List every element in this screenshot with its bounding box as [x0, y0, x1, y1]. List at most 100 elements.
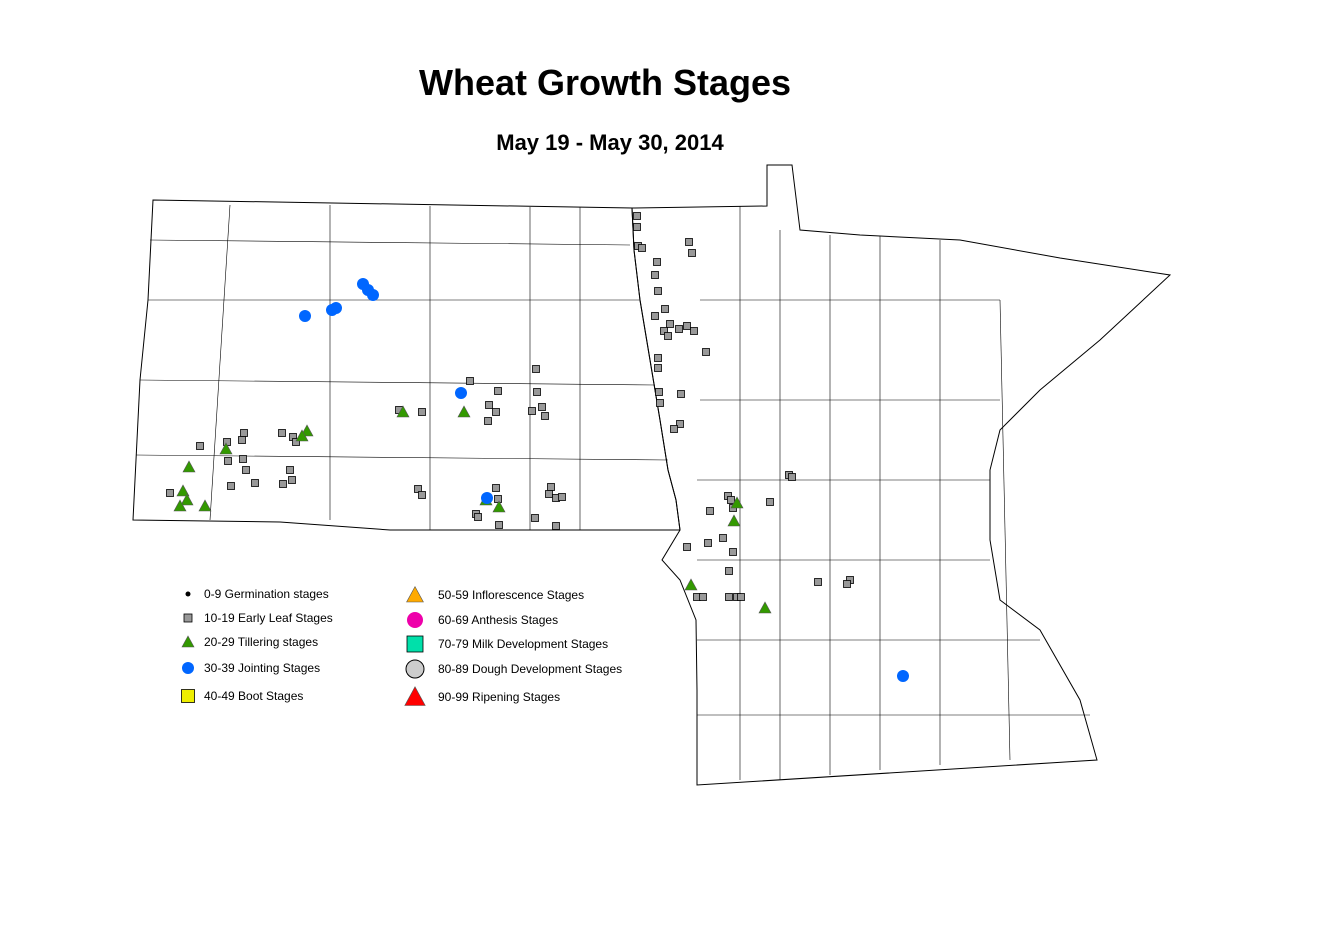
early-leaf-marker: [492, 408, 500, 416]
tillering-marker: [396, 405, 410, 418]
early-leaf-marker: [545, 490, 553, 498]
early-leaf-marker: [418, 408, 426, 416]
early-leaf-marker: [685, 238, 693, 246]
legend-label: 60-69 Anthesis Stages: [438, 613, 558, 627]
early-leaf-marker: [655, 388, 663, 396]
early-leaf-marker: [660, 327, 668, 335]
early-leaf-marker: [676, 420, 684, 428]
early-leaf-marker: [238, 436, 246, 444]
early-leaf-marker: [286, 466, 294, 474]
early-leaf-marker: [702, 348, 710, 356]
early-leaf-marker: [656, 399, 664, 407]
early-leaf-marker: [633, 212, 641, 220]
tillering-marker: [758, 601, 772, 614]
legend-symbol-triangle-icon: [404, 686, 426, 706]
legend-symbol-triangle-icon: [181, 635, 195, 648]
early-leaf-marker: [651, 312, 659, 320]
early-leaf-marker: [485, 401, 493, 409]
early-leaf-marker: [541, 412, 549, 420]
early-leaf-marker: [288, 476, 296, 484]
early-leaf-marker: [414, 485, 422, 493]
jointing-marker: [299, 310, 311, 322]
early-leaf-marker: [651, 271, 659, 279]
early-leaf-marker: [166, 489, 174, 497]
early-leaf-marker: [494, 495, 502, 503]
early-leaf-marker: [528, 407, 536, 415]
early-leaf-marker: [292, 438, 300, 446]
early-leaf-marker: [690, 327, 698, 335]
map-title: Wheat Growth Stages: [418, 62, 792, 103]
legend-label: 70-79 Milk Development Stages: [438, 637, 608, 651]
north-dakota-outline: [132, 199, 681, 531]
tillering-marker: [457, 405, 471, 418]
early-leaf-marker: [196, 442, 204, 450]
minnesota-outline: [631, 164, 1172, 786]
jointing-marker: [455, 387, 467, 399]
early-leaf-marker: [558, 493, 566, 501]
early-leaf-marker: [227, 482, 235, 490]
early-leaf-marker: [675, 325, 683, 333]
early-leaf-marker: [664, 332, 672, 340]
legend-symbol-square-icon: [406, 635, 424, 653]
tillering-marker: [295, 429, 309, 442]
jointing-marker: [326, 304, 338, 316]
early-leaf-marker: [725, 567, 733, 575]
early-leaf-marker: [224, 457, 232, 465]
legend-symbol-circle-icon: [405, 659, 425, 679]
legend-label: 20-29 Tillering stages: [204, 635, 318, 649]
early-leaf-marker: [737, 593, 745, 601]
tillering-marker: [198, 499, 212, 512]
early-leaf-marker: [240, 429, 248, 437]
jointing-marker: [481, 492, 493, 504]
tillering-marker: [684, 578, 698, 591]
early-leaf-marker: [547, 483, 555, 491]
early-leaf-marker: [251, 479, 259, 487]
jointing-marker: [897, 670, 909, 682]
early-leaf-marker: [683, 322, 691, 330]
early-leaf-marker: [670, 425, 678, 433]
legend-label: 30-39 Jointing Stages: [204, 661, 320, 675]
early-leaf-marker: [814, 578, 822, 586]
legend-symbol-square-icon: [183, 613, 193, 623]
tillering-marker: [176, 484, 190, 497]
legend-symbol-dot-icon: [185, 591, 191, 597]
legend-symbol-triangle-icon: [406, 585, 424, 603]
early-leaf-marker: [704, 539, 712, 547]
legend-symbol-circle-icon: [182, 662, 194, 674]
early-leaf-marker: [495, 521, 503, 529]
legend-label: 0-9 Germination stages: [204, 587, 329, 601]
early-leaf-marker: [719, 534, 727, 542]
tillering-marker: [180, 493, 194, 506]
early-leaf-marker: [654, 287, 662, 295]
early-leaf-marker: [699, 593, 707, 601]
tillering-marker: [727, 514, 741, 527]
early-leaf-marker: [727, 496, 735, 504]
legend-label: 50-59 Inflorescence Stages: [438, 588, 584, 602]
early-leaf-marker: [633, 223, 641, 231]
tillering-marker: [219, 442, 233, 455]
legend-label: 10-19 Early Leaf Stages: [204, 611, 333, 625]
early-leaf-marker: [531, 514, 539, 522]
early-leaf-marker: [653, 258, 661, 266]
legend-label: 40-49 Boot Stages: [204, 689, 303, 703]
early-leaf-marker: [552, 522, 560, 530]
early-leaf-marker: [466, 377, 474, 385]
early-leaf-marker: [492, 484, 500, 492]
tillering-marker: [173, 499, 187, 512]
early-leaf-marker: [729, 548, 737, 556]
early-leaf-marker: [494, 387, 502, 395]
tillering-marker: [182, 460, 196, 473]
early-leaf-marker: [788, 473, 796, 481]
early-leaf-marker: [279, 480, 287, 488]
tillering-marker: [730, 496, 744, 509]
early-leaf-marker: [654, 354, 662, 362]
early-leaf-marker: [683, 543, 691, 551]
early-leaf-marker: [654, 364, 662, 372]
early-leaf-marker: [278, 429, 286, 437]
early-leaf-marker: [532, 365, 540, 373]
legend-label: 90-99 Ripening Stages: [438, 690, 560, 704]
early-leaf-marker: [638, 244, 646, 252]
map-subtitle: May 19 - May 30, 2014: [496, 130, 724, 155]
